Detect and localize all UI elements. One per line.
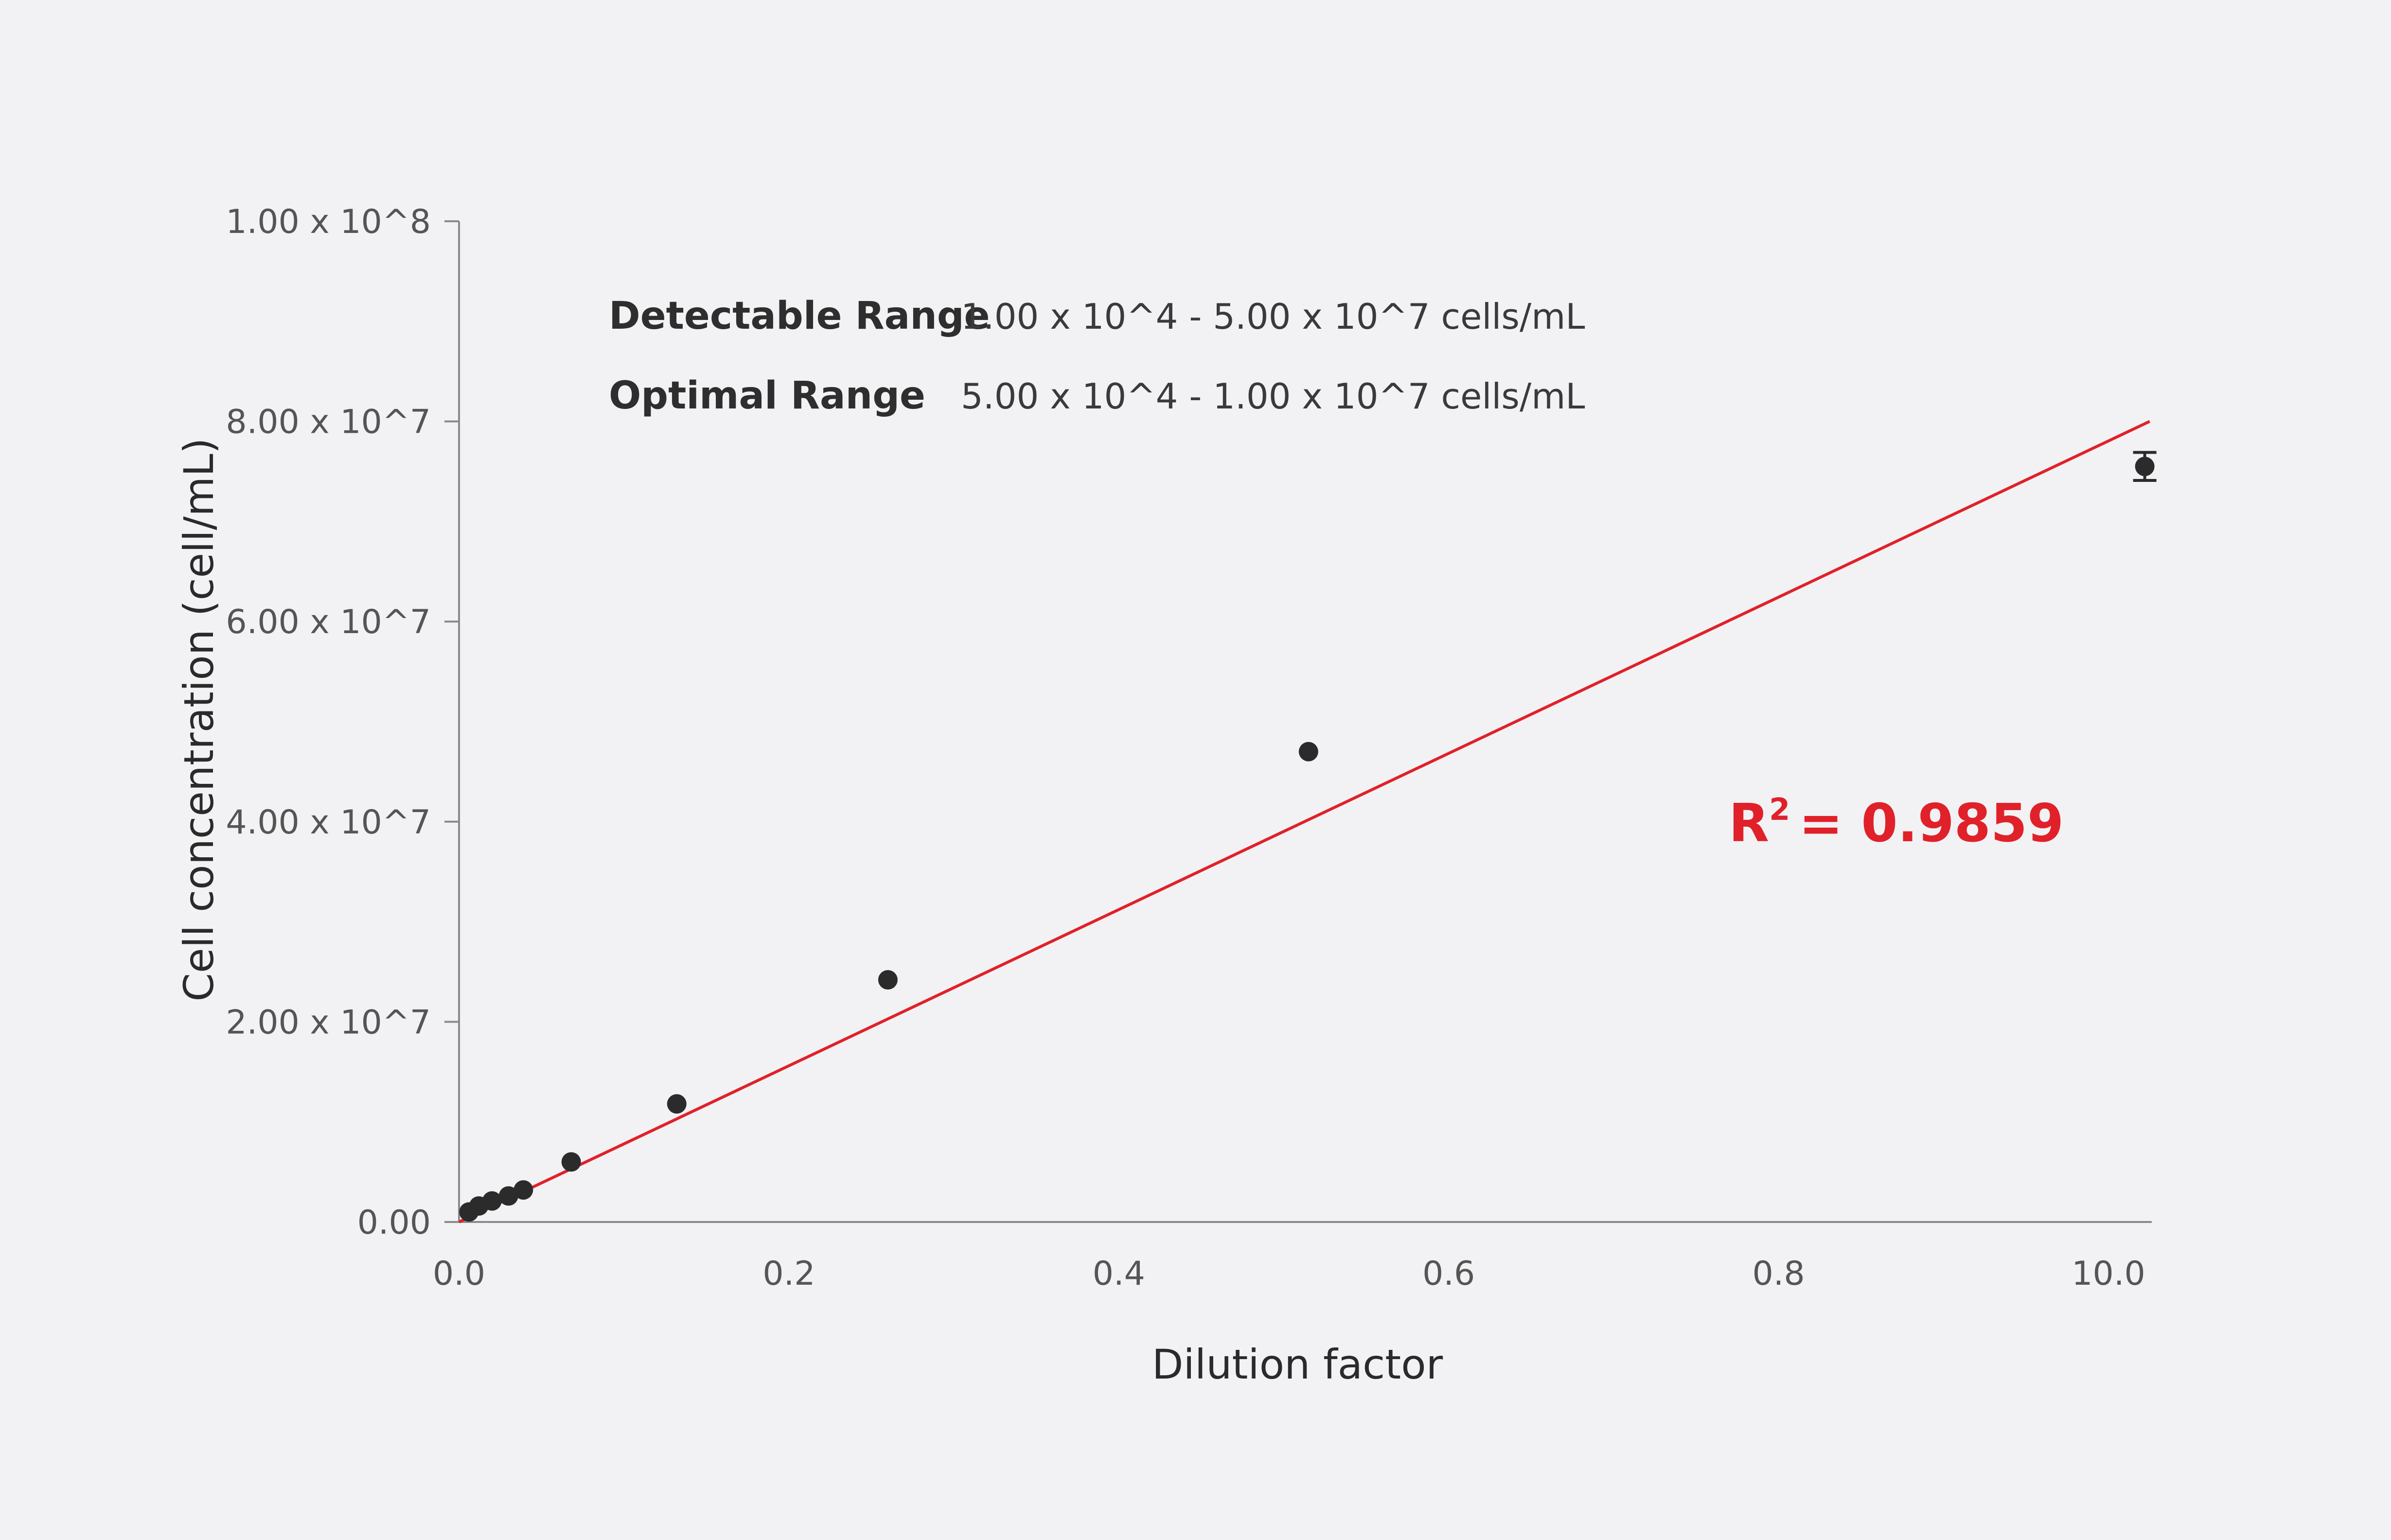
y-tick-label: 4.00 x 10^7 [226, 803, 431, 842]
x-tick-label: 0.6 [1422, 1255, 1475, 1293]
y-tick-label: 0.00 [357, 1204, 431, 1242]
fit-line-group [458, 420, 2151, 1223]
y-tick-label: 8.00 x 10^7 [226, 403, 431, 442]
data-point [482, 1191, 502, 1211]
data-point [498, 1186, 518, 1206]
data-point [561, 1152, 581, 1172]
r-squared-prefix: R [1729, 793, 1769, 854]
data-points-group [459, 451, 2157, 1222]
optimal-range-value: 5.00 x 10^4 - 1.00 x 10^7 cells/mL [961, 376, 1585, 417]
data-point [667, 1094, 687, 1114]
data-point [878, 970, 898, 990]
data-point [1298, 742, 1318, 761]
x-tick-label: 10.0 [2072, 1255, 2145, 1293]
y-tick-label: 6.00 x 10^7 [226, 603, 431, 641]
data-point [514, 1180, 533, 1200]
detectable-range-label: Detectable Range [609, 294, 990, 338]
y-tick-label: 2.00 x 10^7 [226, 1003, 431, 1042]
optimal-range-label: Optimal Range [609, 374, 925, 418]
x-tick-label: 0.8 [1753, 1255, 1805, 1293]
x-tick-label: 0.0 [433, 1255, 485, 1293]
fit-line [458, 420, 2151, 1223]
r-squared-annotation: R2 = 0.9859 [1729, 792, 2064, 854]
x-tick-label: 0.4 [1093, 1255, 1145, 1293]
detectable-range-value: 1.00 x 10^4 - 5.00 x 10^7 cells/mL [961, 296, 1585, 337]
r-squared-value: = 0.9859 [1799, 793, 2064, 854]
x-tick-labels: 0.0 0.2 0.4 0.6 0.8 10.0 [433, 1255, 2145, 1293]
r-squared-superscript: 2 [1769, 792, 1790, 827]
y-tick-label: 1.00 x 10^8 [226, 203, 431, 241]
x-tick-label: 0.2 [762, 1255, 815, 1293]
axes [444, 220, 2152, 1223]
y-tick-labels: 0.00 2.00 x 10^7 4.00 x 10^7 6.00 x 10^7 8.0… [226, 203, 431, 1242]
data-point [2135, 457, 2155, 477]
x-axis-title: Dilution factor [1152, 1341, 1443, 1388]
y-axis-title: Cell concentration (cell/mL) [175, 438, 223, 1001]
